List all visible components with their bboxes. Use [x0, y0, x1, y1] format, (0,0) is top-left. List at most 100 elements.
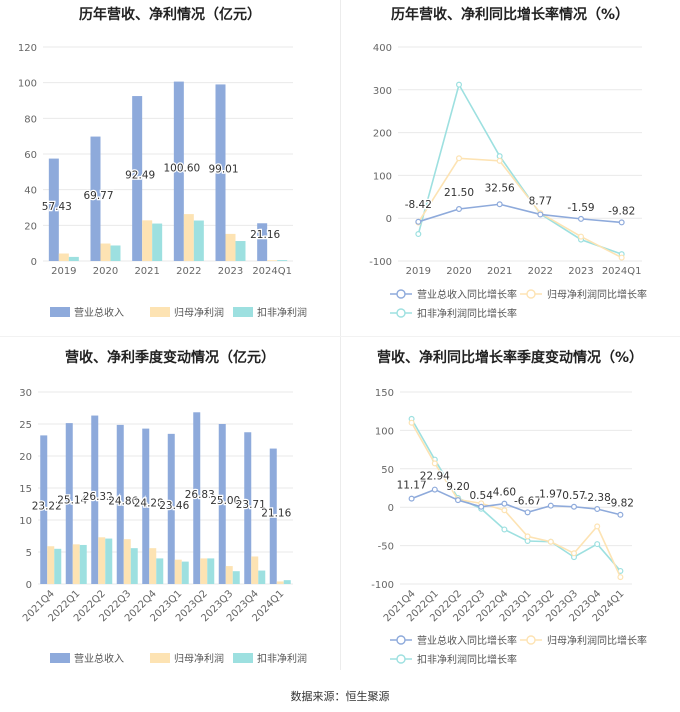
- x-tick-label: 2021: [487, 266, 512, 277]
- legend-label: 归母净利润同比增长率: [547, 634, 647, 647]
- data-label: 11.17: [397, 480, 427, 492]
- series-point: [571, 550, 578, 557]
- data-label: 21.16: [261, 507, 291, 519]
- bar-deducted-profit: [181, 561, 189, 584]
- series-point: [496, 153, 503, 160]
- y-tick-label: 0: [26, 580, 32, 591]
- series-point: [496, 201, 503, 208]
- series-point: [415, 218, 422, 225]
- chart-svg: -100 0 100 200 300 400 2019 2020 2021 2022 2023 202…: [369, 43, 647, 320]
- legend-swatch: [233, 653, 253, 663]
- series-point: [537, 211, 544, 218]
- y-tick-label: 20: [24, 221, 37, 232]
- series-line-net-profit-growth: [417, 157, 623, 259]
- y-tick-label: 0: [31, 257, 37, 268]
- y-tick-label: -100: [369, 257, 392, 268]
- legend-label: 扣非净利润: [257, 306, 307, 319]
- series-point: [594, 523, 601, 530]
- series-point: [431, 486, 438, 493]
- series-point: [617, 574, 624, 581]
- bar-deducted-profit: [156, 558, 164, 584]
- x-tick-label: 2020: [93, 266, 118, 277]
- legend-marker: [396, 635, 406, 645]
- bar-net-profit: [142, 220, 153, 261]
- legend-label: 营业总收入: [74, 306, 124, 319]
- bar-net-profit: [251, 556, 259, 584]
- bar-net-profit: [183, 214, 194, 261]
- bar-deducted-profit: [207, 558, 215, 584]
- legend-label: 归母净利润: [174, 306, 224, 319]
- x-tick-label: 2022: [528, 266, 553, 277]
- series-point: [547, 538, 554, 545]
- bar-net-profit: [225, 233, 236, 261]
- y-tick-label: 200: [373, 129, 392, 140]
- chart-title: 营收、净利同比增长率季度变动情况（%）: [376, 350, 644, 366]
- series-point: [408, 419, 415, 426]
- series-point: [478, 503, 485, 510]
- y-tick-label: -50: [378, 542, 394, 553]
- series-point: [578, 233, 585, 240]
- bar-net-profit: [267, 260, 278, 261]
- series-point: [594, 541, 601, 548]
- x-tick-label: 2021: [134, 266, 159, 277]
- x-tick-label: 2023: [568, 266, 593, 277]
- bar-revenue: [193, 412, 201, 584]
- series-point: [454, 497, 461, 504]
- data-label: 92.49: [125, 170, 155, 182]
- y-tick-label: 100: [375, 426, 394, 437]
- series-line-net-profit-growth: [410, 422, 622, 578]
- series-point: [415, 231, 422, 238]
- chart-svg: -100-500501001502021Q42022Q12022Q22022Q3…: [371, 388, 647, 666]
- series-line-deducted-profit-growth: [417, 82, 622, 255]
- data-label: 100.60: [163, 162, 200, 174]
- chart-title: 历年营收、净利同比增长率情况（%）: [390, 7, 630, 23]
- data-label: 23.46: [159, 500, 189, 512]
- x-tick-label: 2020: [446, 266, 471, 277]
- series-point: [618, 219, 625, 226]
- bar-revenue: [40, 435, 48, 584]
- data-label: 32.56: [485, 182, 515, 194]
- legend-marker: [396, 308, 406, 318]
- bar-net-profit: [225, 566, 233, 584]
- bar-net-profit: [58, 253, 69, 261]
- y-tick-label: 50: [381, 465, 394, 476]
- y-tick-label: 15: [19, 484, 32, 495]
- data-label: 25.14: [57, 495, 87, 507]
- y-tick-label: 60: [24, 150, 37, 161]
- bar-revenue: [116, 424, 124, 584]
- series-line-revenue-growth: [411, 488, 621, 516]
- bar-net-profit: [123, 539, 131, 584]
- data-label: 1.97: [539, 489, 562, 501]
- legend-marker: [396, 289, 406, 299]
- legend-marker: [526, 635, 536, 645]
- bar-deducted-profit: [54, 548, 62, 584]
- chart-svg: 0510152025302021Q42022Q12022Q22022Q32022…: [19, 388, 307, 665]
- y-tick-label: 80: [24, 114, 37, 125]
- series-point: [578, 215, 585, 222]
- bar-net-profit: [100, 243, 111, 261]
- chart-svg: 0 20 40 60 80 100 120 2019 2020 2021 2022 2023 2024Q…: [18, 43, 307, 319]
- legend-label: 营业总收入同比增长率: [417, 634, 517, 647]
- data-label: 0.54: [470, 490, 494, 502]
- legend-label: 归母净利润同比增长率: [547, 288, 647, 301]
- bar-deducted-profit: [110, 245, 121, 261]
- x-tick-label: 2019: [406, 266, 431, 277]
- legend-label: 扣非净利润: [257, 652, 307, 665]
- annual-growth-rate-chart: 历年营收、净利同比增长率情况（%） -100 0 100 200 300 400 2019 2…: [340, 0, 680, 336]
- bar-deducted-profit: [105, 538, 113, 584]
- series-line-deducted-profit-growth: [410, 418, 622, 572]
- quarterly-growth-rate-chart: 营收、净利同比增长率季度变动情况（%） -100 -50 0 50 100 150 2021…: [340, 336, 680, 676]
- legend-label: 营业总收入: [74, 652, 124, 665]
- legend-marker: [396, 654, 406, 664]
- bar-revenue: [244, 432, 252, 584]
- bar-revenue: [48, 158, 59, 261]
- bar-deducted-profit: [68, 256, 79, 261]
- series-point: [455, 205, 462, 212]
- series-point: [455, 155, 462, 162]
- data-label: 26.83: [185, 489, 215, 501]
- data-label: 0.57: [562, 490, 585, 502]
- legend-label: 营业总收入同比增长率: [417, 288, 517, 301]
- data-label: 23.71: [236, 499, 266, 511]
- chart-title: 营收、净利季度变动情况（亿元）: [65, 350, 275, 366]
- data-source: 数据来源：恒生聚源: [290, 690, 390, 703]
